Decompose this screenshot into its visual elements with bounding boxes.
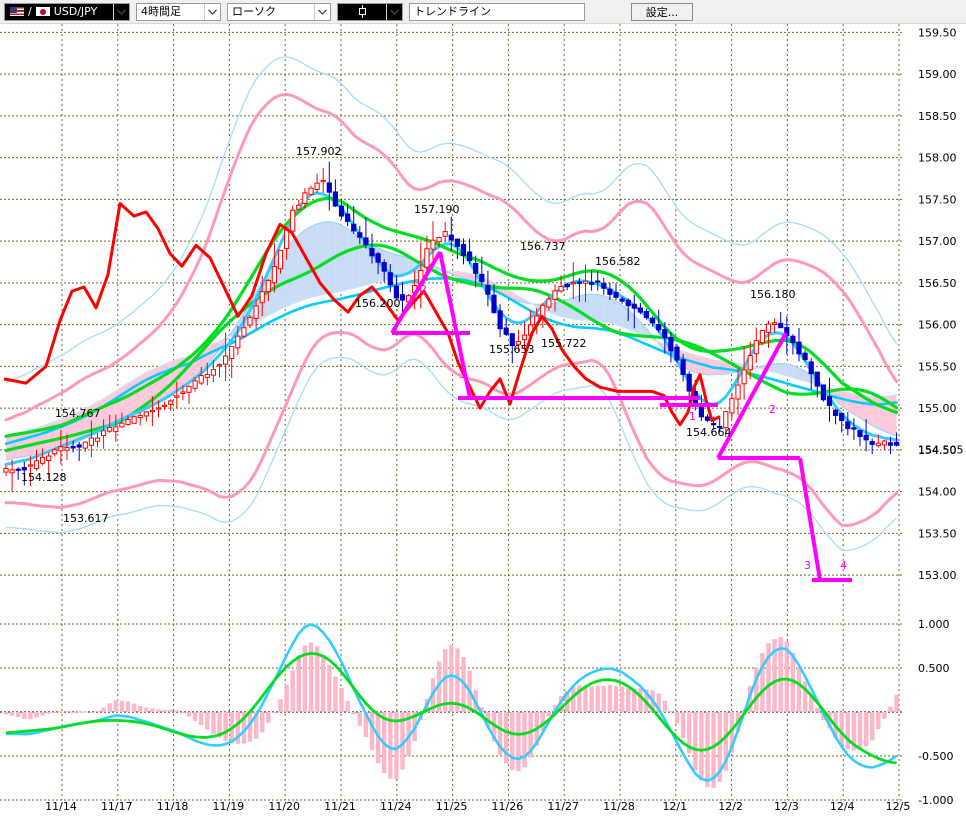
timeframe-selector[interactable]: 4時間足 — [136, 2, 221, 21]
date-tick-label: 11/24 — [380, 800, 412, 813]
chart-type-label: ローソク — [232, 4, 276, 18]
macd-tick-label: 1.000 — [918, 618, 950, 631]
date-tick-label: 11/21 — [324, 800, 356, 813]
settings-button[interactable]: 設定... — [631, 2, 693, 21]
price-annotation: 155.653 — [489, 343, 535, 356]
bollinger-lower — [4, 331, 899, 527]
price-tick-label: 155.00 — [918, 402, 957, 415]
date-tick-label: 12/2 — [718, 800, 743, 813]
current-price-tag: 154.505 — [918, 443, 964, 456]
macd-tick-label: -0.500 — [918, 750, 953, 763]
timeframe-label: 4時間足 — [141, 4, 181, 18]
date-tick-label: 11/18 — [157, 800, 189, 813]
macd-tick-label: -1.000 — [918, 794, 953, 807]
chart-background — [0, 24, 966, 820]
date-tick-label: 11/25 — [436, 800, 468, 813]
date-tick-label: 11/28 — [603, 800, 635, 813]
price-annotation: 157.902 — [296, 145, 342, 158]
chevron-down-icon[interactable] — [314, 3, 330, 20]
macd-tick-label: 0.500 — [918, 662, 950, 675]
flag-separator: / — [28, 4, 32, 18]
price-tick-label: 155.50 — [918, 360, 957, 373]
horizontal-gridlines — [0, 31, 903, 801]
price-tick-label: 159.00 — [918, 68, 957, 81]
drawing-tool-field[interactable]: トレンドライン — [409, 2, 585, 21]
date-tick-label: 11/19 — [213, 800, 245, 813]
bollinger-bands — [4, 56, 899, 552]
chevron-down-icon[interactable] — [204, 3, 220, 20]
price-annotation: 156.180 — [750, 288, 796, 301]
price-annotation: 154.128 — [21, 471, 67, 484]
price-tick-label: 153.50 — [918, 527, 957, 540]
trendline-drawing[interactable] — [390, 250, 852, 582]
date-axis-labels: 11/14 11/17 11/18 11/19 11/20 11/21 11/24 11/25… — [45, 800, 910, 813]
chevron-down-icon[interactable] — [386, 3, 402, 20]
price-tick-label: 158.00 — [918, 152, 957, 165]
price-annotation: 156.737 — [520, 240, 566, 253]
price-annotation: 154.664 — [686, 426, 732, 439]
price-tick-label: 159.50 — [918, 26, 957, 39]
price-annotation: 156.200 — [355, 297, 401, 310]
price-tick-label: 156.50 — [918, 277, 957, 290]
price-annotation: 157.190 — [414, 203, 460, 216]
chart-type-selector[interactable]: ローソク — [227, 2, 331, 21]
date-tick-label: 11/20 — [268, 800, 300, 813]
trendline-segment-down-1[interactable] — [438, 251, 472, 399]
price-tick-label: 153.00 — [918, 569, 957, 582]
trendline-point-marker[interactable]: 3 — [459, 368, 466, 381]
macd-signal-line — [5, 652, 897, 765]
date-tick-label: 11/26 — [492, 800, 524, 813]
chevron-down-icon[interactable] — [113, 3, 129, 20]
price-annotation: 156.582 — [595, 255, 641, 268]
trendline-point-marker[interactable]: 2 — [769, 403, 776, 416]
price-tick-label: 157.50 — [918, 193, 957, 206]
current-price-label: 154.505 — [918, 443, 964, 456]
trendline-point-marker[interactable]: 2 — [420, 283, 427, 296]
trendline-point-markers: 2 3 1 2 3 4 — [420, 283, 847, 572]
symbol-label: USD/JPY — [53, 4, 98, 18]
price-tick-label: 154.00 — [918, 486, 957, 499]
date-tick-label: 12/1 — [662, 800, 687, 813]
candlestick-icon — [358, 5, 367, 18]
macd-axis-labels: 1.000 0.500 -0.500 -1.000 — [918, 618, 953, 807]
trendline-segment-up-1[interactable] — [390, 250, 442, 335]
band-outer-lower — [5, 356, 898, 552]
price-annotation: 155.722 — [541, 337, 587, 350]
trendline-point-marker[interactable]: 3 — [804, 559, 811, 572]
us-flag-icon — [9, 6, 25, 17]
jp-flag-icon — [34, 6, 51, 17]
chart-toolbar: / USD/JPY 4時間足 ローソク — [0, 0, 966, 24]
date-tick-label: 11/14 — [45, 800, 77, 813]
macd-panel — [3, 623, 899, 788]
date-tick-label: 12/3 — [774, 800, 799, 813]
price-tick-label: 156.00 — [918, 319, 957, 332]
price-annotations: 157.902 157.190 156.737 156.582 156.200 155.6… — [21, 145, 796, 525]
candlestick-style-selector[interactable] — [337, 2, 403, 21]
symbol-selector[interactable]: / USD/JPY — [4, 2, 130, 21]
band-outer-upper — [5, 56, 898, 383]
trendline-point-marker[interactable]: 4 — [840, 559, 847, 572]
candlestick-series — [3, 161, 900, 492]
ma-green-slow — [4, 243, 899, 453]
price-tick-label: 158.50 — [918, 110, 957, 123]
date-tick-label: 11/17 — [101, 800, 133, 813]
price-annotation: 153.617 — [63, 512, 109, 525]
price-tick-label: 157.00 — [918, 235, 957, 248]
trendline-point-marker[interactable]: 1 — [689, 410, 696, 423]
price-annotation: 154.767 — [55, 407, 101, 420]
date-tick-label: 12/5 — [886, 800, 911, 813]
price-tick-label: 154.50 — [918, 444, 957, 457]
price-chart[interactable]: 159.50 159.00 158.50 158.00 157.50 157.00 156.… — [0, 24, 966, 820]
date-tick-label: 12/4 — [830, 800, 855, 813]
bollinger-upper — [4, 93, 899, 422]
main-plot — [3, 56, 900, 582]
date-tick-label: 11/27 — [547, 800, 579, 813]
price-axis-labels: 159.50 159.00 158.50 158.00 157.50 157.00 156.… — [918, 26, 957, 582]
macd-lines — [5, 623, 898, 782]
trendline-segment-down-2[interactable] — [798, 457, 822, 581]
trendline-segment-up-2[interactable] — [716, 332, 788, 459]
